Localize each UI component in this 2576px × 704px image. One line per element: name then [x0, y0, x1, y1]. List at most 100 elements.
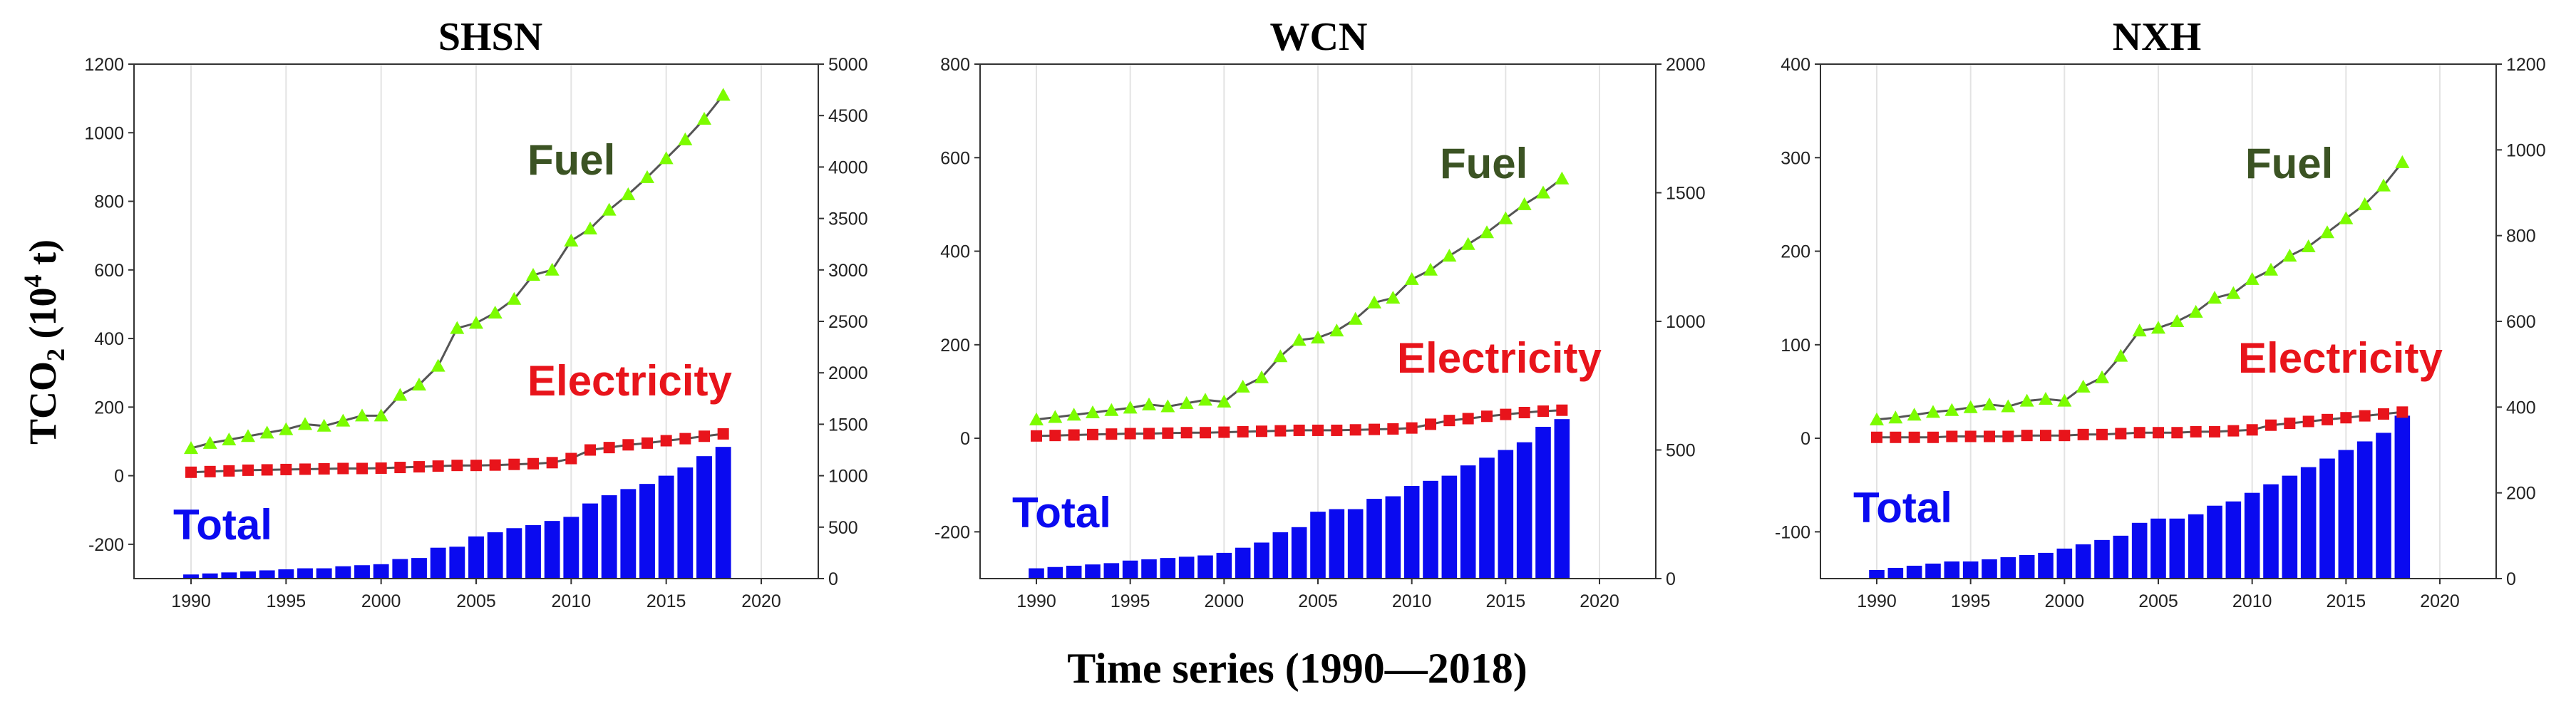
point-electricity [337, 462, 349, 475]
bar-total [2207, 505, 2222, 579]
bar-total [544, 521, 560, 579]
point-fuel [2001, 399, 2016, 413]
panel-shsn: -200 0 200 400 600 800 1000 1200 0 500 1000 1500 200… [84, 15, 867, 611]
x-tick-label: 2015 [646, 591, 686, 611]
y-label-sub: 2 [41, 348, 70, 361]
point-electricity [1031, 430, 1042, 442]
bar-total [183, 574, 199, 579]
series-label-fuel: Fuel [2245, 140, 2333, 187]
y-tick-right: 400 [2506, 398, 2536, 418]
point-electricity [1481, 410, 1493, 423]
bar-total [506, 528, 522, 579]
point-electricity [1312, 424, 1324, 436]
point-electricity [1200, 427, 1211, 439]
point-electricity [1927, 431, 1939, 443]
point-fuel [1404, 271, 1419, 285]
x-tick-label: 1995 [267, 591, 306, 611]
point-electricity [356, 462, 368, 475]
bar-total [1329, 509, 1345, 579]
y-tick-left: 0 [114, 467, 124, 487]
x-tick-label: 2015 [1486, 591, 1526, 611]
bar-total [392, 559, 408, 579]
point-electricity [603, 442, 615, 454]
y-label-unit-close: t) [21, 239, 64, 274]
bar-total [1066, 565, 1082, 579]
point-fuel [373, 408, 388, 422]
point-fuel [1142, 397, 1156, 410]
point-fuel [2301, 239, 2316, 252]
bar-total [1254, 542, 1269, 579]
bar-total [620, 489, 637, 579]
point-electricity [1274, 425, 1287, 437]
point-electricity [394, 462, 406, 474]
point-fuel [602, 202, 617, 216]
bar-total [221, 572, 237, 579]
point-electricity [1124, 428, 1136, 440]
point-electricity [1871, 431, 1882, 443]
point-fuel [1517, 197, 1532, 210]
point-fuel [583, 222, 597, 235]
point-electricity [679, 433, 691, 445]
point-fuel [1944, 403, 1959, 416]
point-electricity [2096, 428, 2108, 440]
bar-total [1178, 557, 1195, 579]
x-tick-label: 1990 [171, 591, 211, 611]
point-fuel [1423, 262, 1438, 276]
y-tick-left: -200 [934, 522, 970, 542]
y-tick-left: 1000 [84, 123, 124, 143]
point-fuel [1048, 410, 1063, 423]
bar-total [2150, 518, 2166, 579]
point-electricity [622, 439, 634, 451]
point-fuel [1179, 395, 1194, 409]
point-fuel [298, 417, 312, 430]
bar-total [715, 447, 731, 579]
point-fuel [1066, 408, 1081, 421]
bar-total [278, 569, 294, 579]
series-label-fuel: Fuel [527, 136, 615, 184]
point-fuel [1536, 185, 1550, 199]
x-tick-label: 2005 [2138, 591, 2178, 611]
bar-total [1347, 509, 1364, 579]
point-fuel [1104, 403, 1119, 416]
point-electricity [1500, 408, 1512, 420]
point-electricity [2115, 428, 2127, 440]
y-tick-left: 400 [940, 242, 970, 262]
bar-total [449, 547, 465, 579]
y-tick-right: 2000 [1666, 55, 1706, 75]
bar-total [1869, 569, 1885, 579]
point-electricity [1237, 425, 1249, 438]
point-electricity [527, 457, 539, 470]
point-fuel [1498, 211, 1513, 224]
point-fuel [2057, 393, 2072, 407]
point-electricity [2059, 430, 2071, 442]
bar-total [1160, 558, 1176, 579]
bar-total [1403, 486, 1420, 579]
point-electricity [2171, 427, 2183, 439]
point-electricity [413, 461, 425, 473]
point-fuel [2357, 197, 2372, 210]
y-tick-left: 200 [940, 336, 970, 356]
point-fuel [716, 88, 731, 101]
bar-total [2356, 441, 2373, 579]
point-fuel [355, 408, 369, 422]
point-fuel [1254, 370, 1269, 383]
bar-total [658, 475, 674, 579]
point-fuel [1329, 323, 1344, 337]
bar-total [1029, 568, 1044, 579]
point-electricity [299, 463, 311, 475]
point-electricity [2133, 427, 2145, 439]
point-electricity [280, 463, 292, 475]
bar-total [1441, 475, 1458, 579]
y-tick-right: 2000 [828, 363, 868, 383]
point-electricity [699, 430, 710, 442]
bar-total [1366, 499, 1382, 579]
point-electricity [2077, 428, 2089, 440]
y-tick-right: 500 [828, 518, 858, 538]
panel-title-shsn: SHSN [438, 15, 542, 59]
point-electricity [1349, 424, 1361, 436]
point-electricity [2227, 425, 2240, 437]
y-tick-left: 600 [94, 261, 124, 281]
y-tick-right: 1000 [1666, 312, 1706, 332]
point-electricity [1556, 404, 1568, 416]
